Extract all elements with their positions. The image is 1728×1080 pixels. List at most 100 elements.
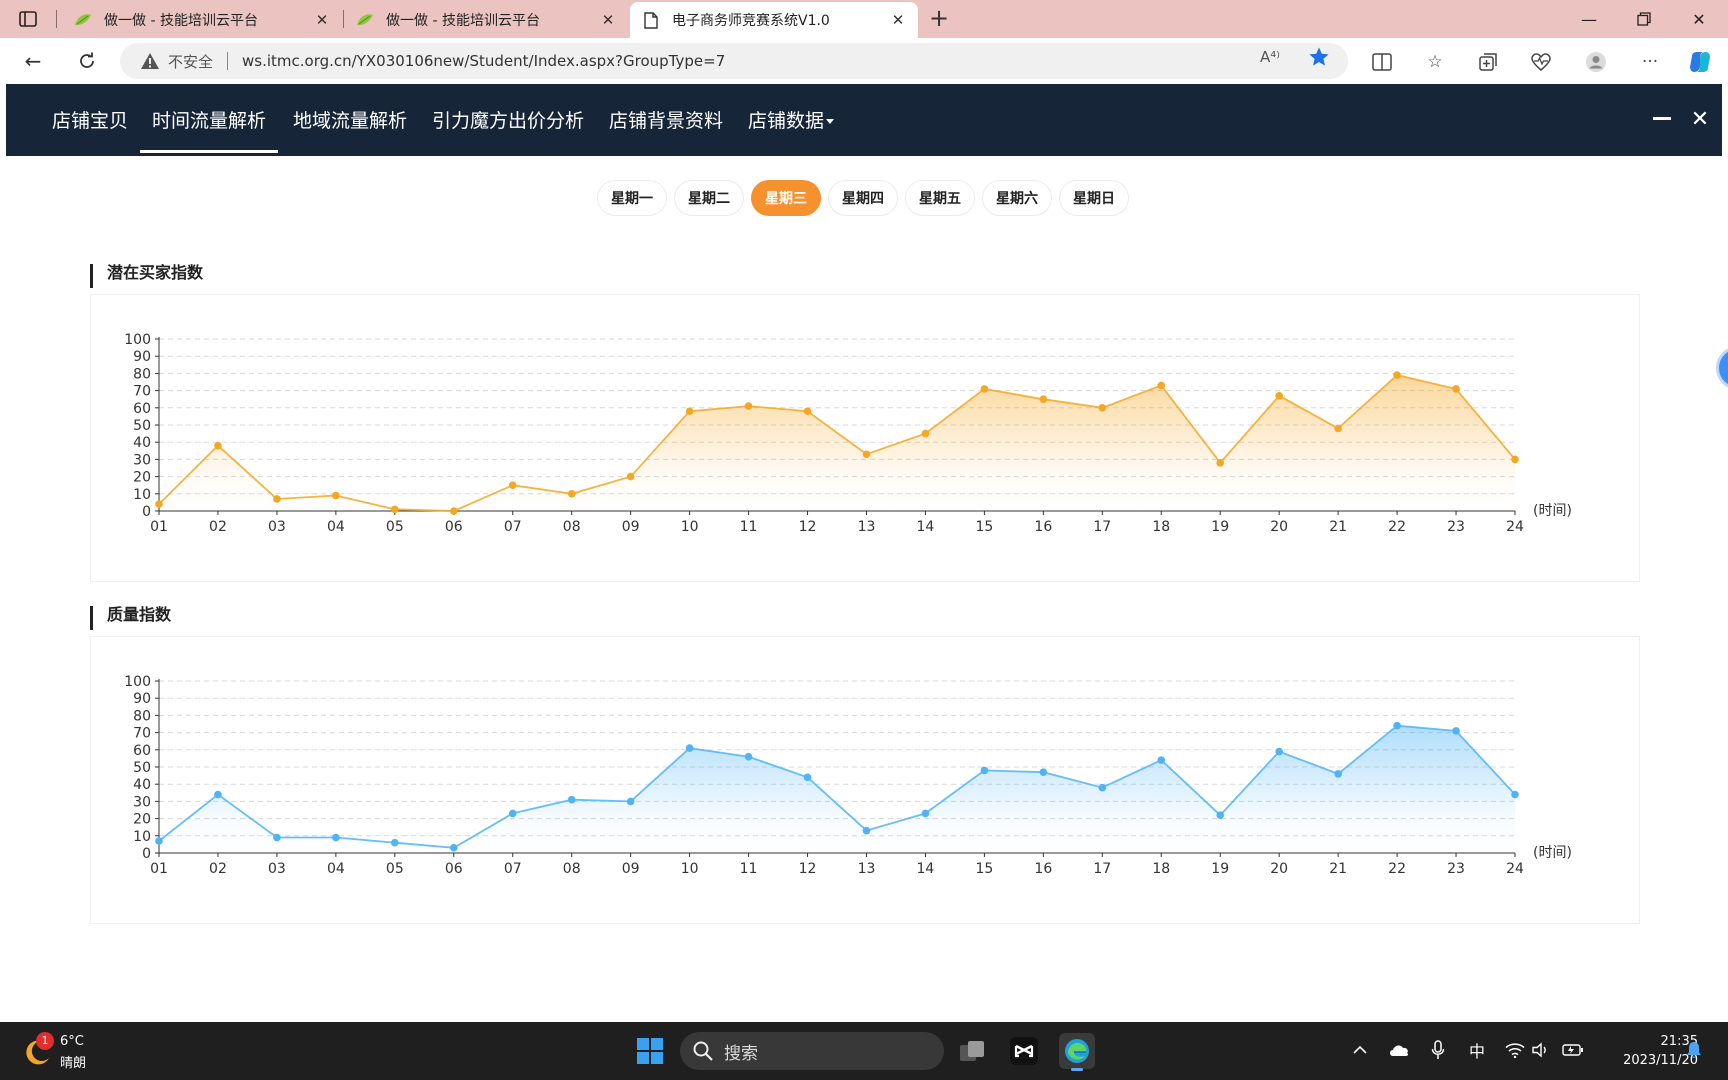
more-menu-icon[interactable]: ··· — [1641, 52, 1659, 72]
browser-tab-1[interactable]: 做一做 - 技能培训云平台 ✕ — [62, 2, 342, 38]
back-arrow-icon[interactable]: ← — [24, 49, 42, 73]
data-point[interactable] — [1393, 371, 1401, 379]
data-point[interactable] — [214, 441, 222, 450]
battery-icon[interactable] — [1562, 1039, 1584, 1061]
edge-browser-app-icon[interactable] — [1059, 1033, 1095, 1071]
data-point[interactable] — [803, 407, 812, 416]
data-point[interactable] — [803, 773, 812, 782]
data-point[interactable] — [1157, 381, 1166, 390]
windows-start-icon[interactable] — [636, 1037, 664, 1065]
data-point[interactable] — [567, 490, 576, 498]
data-point[interactable] — [449, 507, 458, 515]
chevron-up-icon[interactable] — [1349, 1039, 1371, 1061]
nav-item-store-background[interactable]: 店铺背景资料 — [609, 110, 724, 132]
taskbar-search[interactable]: 搜索 — [680, 1032, 944, 1070]
tab-actions-icon[interactable] — [14, 8, 42, 30]
data-point[interactable] — [332, 491, 340, 500]
data-point[interactable] — [626, 797, 635, 806]
data-point[interactable] — [1039, 395, 1048, 403]
data-point[interactable] — [862, 450, 871, 459]
notification-bell-icon[interactable] — [1683, 1039, 1705, 1061]
data-point[interactable] — [1275, 747, 1283, 756]
split-screen-icon[interactable] — [1370, 50, 1394, 74]
data-point[interactable] — [744, 752, 753, 761]
new-tab-button[interactable]: + — [928, 4, 950, 32]
data-point[interactable] — [862, 826, 871, 835]
data-point[interactable] — [626, 472, 635, 481]
wifi-icon[interactable] — [1504, 1039, 1526, 1061]
address-bar[interactable]: 不安全 ws.itmc.org.cn/YX030106new/Student/I… — [120, 43, 1348, 79]
refresh-icon[interactable] — [72, 46, 102, 76]
data-point[interactable] — [980, 766, 989, 775]
data-point[interactable] — [273, 833, 281, 842]
data-point[interactable] — [744, 402, 753, 410]
capcut-app-icon[interactable] — [1006, 1033, 1042, 1069]
close-window-button[interactable]: ✕ — [1692, 9, 1706, 29]
favorites-icon[interactable]: ☆ — [1427, 52, 1443, 72]
data-point[interactable] — [391, 505, 399, 514]
data-point[interactable] — [1216, 811, 1225, 819]
day-button-wed[interactable]: 星期三 — [751, 180, 821, 216]
day-button-fri[interactable]: 星期五 — [905, 180, 975, 216]
task-view-icon[interactable] — [954, 1033, 990, 1069]
data-point[interactable] — [155, 500, 163, 508]
data-point[interactable] — [1334, 770, 1342, 778]
data-point[interactable] — [1098, 404, 1107, 412]
collections-icon[interactable] — [1476, 50, 1500, 74]
close-panel-icon[interactable]: ✕ — [1690, 106, 1710, 132]
data-point[interactable] — [273, 495, 281, 503]
profile-avatar-icon[interactable] — [1584, 50, 1608, 74]
data-point[interactable] — [1452, 727, 1460, 735]
nav-item-region-traffic[interactable]: 地域流量解析 — [293, 110, 408, 132]
data-point[interactable] — [449, 844, 458, 852]
day-button-sat[interactable]: 星期六 — [982, 180, 1052, 216]
taskbar-clock[interactable]: 21:35 2023/11/20 — [1598, 1032, 1698, 1070]
nav-item-bid-analysis[interactable]: 引力魔方出价分析 — [432, 110, 585, 132]
data-point[interactable] — [508, 809, 517, 818]
data-point[interactable] — [1452, 385, 1460, 393]
close-icon[interactable]: ✕ — [891, 11, 905, 29]
data-point[interactable] — [1511, 455, 1519, 464]
data-point[interactable] — [685, 744, 694, 752]
speaker-icon[interactable] — [1530, 1039, 1552, 1061]
minimize-panel-icon[interactable] — [1649, 106, 1675, 132]
data-point[interactable] — [1039, 768, 1048, 776]
microphone-icon[interactable] — [1427, 1039, 1449, 1061]
url-text[interactable]: ws.itmc.org.cn/YX030106new/Student/Index… — [242, 52, 726, 70]
data-point[interactable] — [980, 385, 989, 393]
browser-tab-3-active[interactable]: 电子商务师竞赛系统V1.0 ✕ — [630, 2, 918, 38]
data-point[interactable] — [1334, 424, 1342, 433]
restore-window-button[interactable] — [1617, 4, 1671, 34]
data-point[interactable] — [921, 809, 930, 818]
data-point[interactable] — [685, 407, 694, 416]
ime-indicator[interactable]: 中 — [1468, 1042, 1485, 1061]
nav-item-time-traffic[interactable]: 时间流量解析 — [139, 106, 279, 153]
data-point[interactable] — [214, 790, 222, 799]
data-point[interactable] — [391, 838, 399, 847]
data-point[interactable] — [921, 429, 930, 438]
read-aloud-icon[interactable]: A⁴⁾ — [1260, 48, 1280, 66]
favorite-star-icon[interactable] — [1305, 46, 1333, 68]
data-point[interactable] — [155, 837, 163, 845]
onedrive-cloud-icon[interactable] — [1388, 1039, 1410, 1061]
nav-item-store-products[interactable]: 店铺宝贝 — [52, 110, 129, 132]
data-point[interactable] — [1275, 391, 1283, 400]
data-point[interactable] — [508, 481, 517, 489]
browser-tab-2[interactable]: 做一做 - 技能培训云平台 ✕ — [344, 2, 628, 38]
day-button-tue[interactable]: 星期二 — [674, 180, 744, 216]
nav-item-store-data-dropdown[interactable]: 店铺数据 — [748, 106, 835, 134]
data-point[interactable] — [1216, 459, 1225, 467]
data-point[interactable] — [1393, 721, 1401, 730]
day-button-mon[interactable]: 星期一 — [597, 180, 667, 216]
data-point[interactable] — [1157, 756, 1166, 764]
minimize-window-button[interactable]: — — [1581, 9, 1597, 29]
weather-widget[interactable]: 1 6°C 晴朗 — [22, 1032, 102, 1072]
data-point[interactable] — [567, 795, 576, 804]
day-button-sun[interactable]: 星期日 — [1059, 180, 1129, 216]
close-icon[interactable]: ✕ — [315, 11, 329, 29]
data-point[interactable] — [1098, 783, 1107, 792]
day-button-thu[interactable]: 星期四 — [828, 180, 898, 216]
performance-heart-icon[interactable] — [1529, 50, 1553, 74]
data-point[interactable] — [1511, 790, 1519, 799]
close-icon[interactable]: ✕ — [601, 11, 615, 29]
